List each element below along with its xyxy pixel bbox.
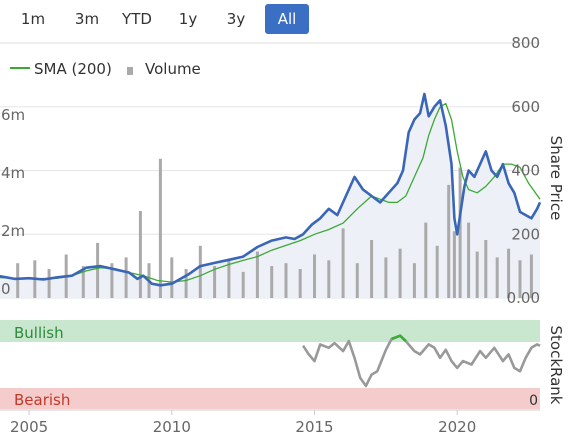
volume-bar	[270, 266, 274, 298]
volume-bar	[124, 257, 128, 298]
volume-bar	[227, 260, 231, 298]
volume-bar	[213, 266, 217, 298]
volume-bar	[370, 240, 374, 298]
volume-bar	[110, 263, 114, 298]
volume-bar	[158, 158, 162, 298]
volume-tick-label: 0	[1, 280, 11, 298]
x-tick-label: 2020	[438, 418, 476, 435]
volume-axis-ticks: 6m 4m 2m 0	[1, 106, 25, 298]
volume-bar	[255, 251, 259, 298]
volume-bar	[424, 222, 428, 298]
bullish-label: Bullish	[14, 324, 64, 342]
volume-bar	[475, 251, 479, 298]
volume-bar	[484, 240, 488, 298]
legend: SMA (200) Volume	[10, 60, 201, 78]
volume-bar	[529, 254, 533, 298]
stockrank-line	[302, 334, 541, 388]
price-tick-label: 400	[511, 162, 540, 180]
volume-bar	[355, 263, 359, 298]
volume-bar	[138, 211, 142, 298]
volume-bar	[47, 269, 51, 298]
volume-bars	[16, 158, 533, 298]
volume-bar	[184, 269, 188, 298]
range-button-1m[interactable]: 1m	[20, 10, 46, 28]
volume-bar	[518, 260, 522, 298]
bearish-band	[0, 388, 540, 409]
price-area-fill	[0, 94, 540, 298]
x-axis-ticks: 2005 2010 2015 2020	[10, 410, 476, 435]
volume-bar	[313, 254, 316, 298]
volume-bar	[458, 167, 462, 298]
x-tick-label: 2010	[153, 418, 191, 435]
volume-bar	[507, 248, 511, 298]
volume-bar	[495, 257, 499, 298]
legend-volume-marker	[127, 67, 133, 75]
volume-tick-label: 2m	[1, 222, 25, 240]
bearish-label: Bearish	[14, 391, 70, 409]
bullish-band	[0, 320, 540, 342]
volume-bar	[398, 248, 402, 298]
volume-bar	[198, 245, 202, 298]
volume-tick-label: 4m	[1, 164, 25, 182]
volume-bar	[81, 266, 85, 298]
volume-bar	[412, 263, 416, 298]
volume-bar	[170, 257, 174, 298]
x-tick-label: 2005	[10, 418, 48, 435]
stockrank-axis-label: StockRank	[547, 326, 565, 405]
volume-bar	[341, 228, 345, 298]
volume-bar	[284, 263, 288, 298]
price-axis-ticks: 800 600 400 200 0.00	[507, 34, 540, 307]
legend-sma-label: SMA (200)	[34, 60, 112, 78]
price-tick-label: 800	[511, 34, 540, 52]
volume-bar	[467, 222, 471, 298]
price-tick-label: 200	[511, 225, 540, 243]
volume-bar	[327, 260, 331, 298]
range-button-all[interactable]: All	[265, 4, 309, 34]
price-axis-label: Share Price	[547, 136, 565, 221]
volume-bar	[447, 184, 451, 298]
volume-bar	[241, 271, 245, 298]
range-button-1y[interactable]: 1y	[178, 10, 198, 28]
range-button-3y[interactable]: 3y	[226, 10, 246, 28]
volume-bar	[435, 245, 439, 298]
stockrank-peak-marker	[391, 334, 407, 343]
price-tick-label: 0.00	[507, 289, 540, 307]
x-tick-label: 2015	[295, 418, 333, 435]
legend-volume-label: Volume	[145, 60, 201, 78]
volume-bar	[384, 257, 388, 298]
volume-bar	[298, 269, 302, 298]
stockrank-min-tick: 0	[529, 393, 538, 409]
range-button-3m[interactable]: 3m	[74, 10, 100, 28]
price-tick-label: 600	[511, 98, 540, 116]
volume-tick-label: 6m	[1, 106, 25, 124]
volume-bar	[16, 263, 20, 298]
price-line	[0, 92, 542, 287]
volume-bar	[452, 231, 456, 298]
volume-bar	[96, 242, 100, 298]
range-button-ytd[interactable]: YTD	[122, 10, 152, 28]
stockrank-panel: Bullish Bearish 0 StockRank	[0, 320, 565, 409]
